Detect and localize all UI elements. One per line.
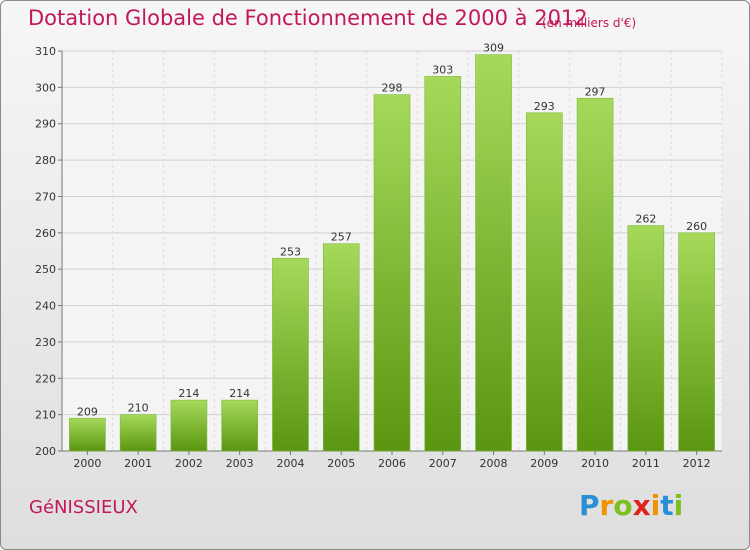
- x-tick-label: 2008: [480, 457, 508, 470]
- bar-2010: [576, 97, 614, 452]
- data-label-2009: 293: [534, 100, 555, 113]
- bar-2000: [69, 417, 106, 452]
- y-tick-label: 300: [35, 81, 56, 94]
- x-tick-label: 2002: [175, 457, 203, 470]
- data-label-2003: 214: [229, 387, 250, 400]
- y-tick-label: 200: [35, 445, 56, 458]
- logo-letter: o: [613, 489, 633, 522]
- logo-letter: P: [579, 489, 600, 522]
- data-label-2010: 297: [585, 85, 606, 98]
- data-label-2005: 257: [331, 231, 352, 244]
- data-label-2008: 309: [483, 42, 504, 55]
- logo-letter: i: [650, 489, 661, 522]
- y-tick-label: 310: [35, 45, 56, 58]
- bar-2006: [373, 94, 411, 452]
- proxiti-logo[interactable]: Proxiti: [579, 489, 683, 522]
- x-tick-label: 2005: [327, 457, 355, 470]
- y-tick-label: 280: [35, 154, 56, 167]
- logo-letter: t: [660, 489, 674, 522]
- x-tick-label: 2003: [226, 457, 254, 470]
- chart-subtitle: (en milliers d'€): [542, 16, 637, 30]
- bar-2003: [221, 399, 258, 452]
- chart-title: Dotation Globale de Fonctionnement de 20…: [28, 6, 588, 30]
- data-label-2000: 209: [77, 405, 98, 418]
- y-tick-label: 220: [35, 372, 56, 385]
- bar-2009: [526, 112, 563, 452]
- logo-letter: i: [673, 489, 684, 522]
- data-label-2002: 214: [178, 387, 199, 400]
- bar-2004: [272, 257, 309, 452]
- x-tick-label: 2012: [683, 457, 711, 470]
- x-tick-label: 2000: [73, 457, 101, 470]
- x-tick-label: 2007: [429, 457, 457, 470]
- x-tick-label: 2001: [124, 457, 152, 470]
- y-tick-label: 240: [35, 300, 56, 313]
- data-label-2007: 303: [432, 63, 453, 76]
- y-tick-label: 290: [35, 118, 56, 131]
- bar-2012: [678, 232, 715, 452]
- y-tick-label: 270: [35, 190, 56, 203]
- x-tick-label: 2010: [581, 457, 609, 470]
- x-tick-label: 2009: [530, 457, 558, 470]
- bar-2011: [627, 225, 665, 452]
- axes: 200 210 220 230 240 250 260 270 280 290 300 310 2000…: [35, 45, 722, 470]
- y-tick-label: 250: [35, 263, 56, 276]
- y-tick-label: 210: [35, 409, 56, 422]
- logo-letter: r: [599, 489, 614, 522]
- bar-2002: [170, 399, 208, 452]
- data-label-2001: 210: [128, 402, 149, 415]
- data-label-2011: 262: [635, 213, 656, 226]
- y-tick-label: 230: [35, 336, 56, 349]
- x-tick-label: 2011: [632, 457, 660, 470]
- x-tick-label: 2004: [276, 457, 304, 470]
- bar-2005: [322, 243, 360, 452]
- bars: [69, 54, 715, 452]
- logo-letter: x: [632, 489, 651, 522]
- bar-2008: [475, 54, 512, 452]
- data-labels: 209 210 214 214 253 257 298 303 309 293 297 262 260: [77, 42, 707, 419]
- y-tick-label: 260: [35, 227, 56, 240]
- commune-name: GéNISSIEUX: [29, 497, 138, 518]
- data-label-2006: 298: [382, 82, 403, 95]
- bar-2007: [424, 76, 462, 452]
- x-tick-label: 2006: [378, 457, 406, 470]
- data-label-2012: 260: [686, 220, 707, 233]
- bar-2001: [119, 414, 157, 452]
- data-label-2004: 253: [280, 245, 301, 258]
